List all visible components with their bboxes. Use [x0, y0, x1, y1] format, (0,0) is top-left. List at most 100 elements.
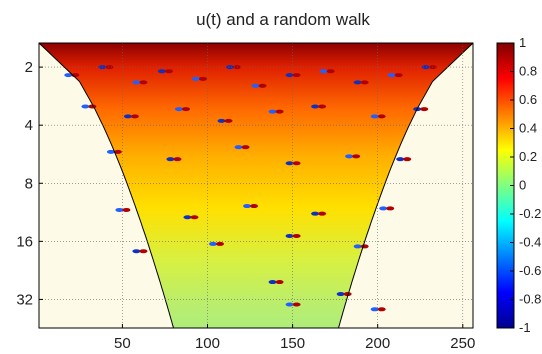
- x-tick-label: 50: [114, 335, 131, 352]
- coherence-spot: [379, 206, 388, 211]
- coherence-spot: [336, 292, 345, 297]
- coherence-spot: [343, 292, 352, 297]
- coherence-spot: [319, 69, 328, 74]
- coherence-spot: [311, 104, 320, 109]
- grid-lines: [39, 43, 473, 328]
- chart-title: u(t) and a random walk: [196, 10, 370, 29]
- y-tick-label: 16: [16, 233, 33, 250]
- coherence-spot: [105, 65, 114, 70]
- coherence-spot: [234, 145, 243, 150]
- coherence-spot: [173, 157, 182, 162]
- coherence-spot: [216, 241, 225, 246]
- coherence-spot: [139, 249, 148, 254]
- y-tick-label: 4: [25, 117, 33, 134]
- coherence-spot: [250, 204, 259, 209]
- coherence-spot: [157, 69, 166, 74]
- coherence-spot: [241, 145, 250, 150]
- coherence-spot: [174, 107, 183, 112]
- colorbar-ticks: 1 0.8 0.6 0.4 0.2 0 -0.2 -0.4 -0.6 -0.8 -1: [510, 35, 541, 335]
- coherence-spot: [370, 114, 379, 119]
- coherence-spot: [353, 244, 362, 249]
- x-tick-label: 150: [280, 335, 305, 352]
- coherence-spot: [122, 207, 131, 212]
- coherence-spot: [420, 107, 429, 112]
- coherence-spot: [81, 104, 90, 109]
- coherence-spot: [243, 204, 252, 209]
- plot-area: 50 100 150 200 250 2 4 8 16 32: [16, 42, 475, 352]
- coherence-spot: [285, 73, 294, 78]
- coherence-spot: [132, 80, 141, 85]
- coherence-spot: [130, 114, 139, 119]
- coherence-spot: [292, 161, 301, 166]
- colorbar-tick-label: -0.8: [519, 292, 541, 307]
- colorbar-tick-label: 0.4: [519, 121, 537, 136]
- y-tick-label: 8: [25, 175, 33, 192]
- colorbar-tick-label: 0.2: [519, 149, 537, 164]
- coherence-spot: [353, 80, 362, 85]
- coherence-spot: [226, 65, 235, 70]
- colorbar-tick-label: -0.6: [519, 263, 541, 278]
- coherence-spot: [370, 307, 379, 312]
- coherence-spot: [352, 154, 361, 159]
- coherence-spot: [181, 107, 190, 112]
- y-tick-label: 2: [25, 59, 33, 76]
- coherence-spot: [377, 307, 386, 312]
- coherence-spot: [311, 211, 320, 216]
- coherence-spot: [394, 73, 403, 78]
- coherence-spot: [292, 302, 301, 307]
- colorbar-tick-label: 0.8: [519, 64, 537, 79]
- coherence-spot: [106, 149, 115, 154]
- coherence-spot: [64, 73, 73, 78]
- x-tick-label: 200: [365, 335, 390, 352]
- coherence-spot: [285, 233, 294, 238]
- colorbar-tick-label: 1: [519, 35, 526, 50]
- colorbar: 1 0.8 0.6 0.4 0.2 0 -0.2 -0.4 -0.6 -0.8 -1: [496, 35, 541, 335]
- colorbar-tick-label: -0.4: [519, 235, 541, 250]
- coherence-spot: [292, 73, 301, 78]
- coherence-spot: [217, 118, 226, 123]
- coherence-spot: [403, 157, 412, 162]
- coherence-spot: [387, 73, 396, 78]
- cone-of-influence-line: [39, 43, 473, 328]
- coherence-spot: [166, 157, 175, 162]
- coherence-spot: [275, 280, 284, 285]
- coherence-spot: [139, 80, 148, 85]
- colorbar-tick-label: -1: [519, 320, 531, 335]
- x-tick-label: 250: [450, 335, 475, 352]
- coherence-spot: [285, 302, 294, 307]
- coherence-spot: [345, 154, 354, 159]
- coherence-spot: [268, 109, 277, 114]
- x-tick-label: 100: [195, 335, 220, 352]
- coherence-spot: [318, 211, 327, 216]
- coherence-spot: [115, 207, 124, 212]
- coherence-spot: [275, 109, 284, 114]
- coherence-spot: [326, 69, 335, 74]
- coherence-spot: [132, 249, 141, 254]
- coherence-spot: [386, 206, 395, 211]
- coherence-spot: [396, 157, 405, 162]
- colorbar-tick-label: 0: [519, 178, 526, 193]
- coherence-spot: [377, 114, 386, 119]
- coherence-spot: [113, 149, 122, 154]
- coherence-spot: [190, 215, 199, 220]
- coherence-spot: [183, 215, 192, 220]
- coherence-spot: [360, 244, 369, 249]
- coherence-spot: [191, 76, 200, 81]
- coherence-spot: [198, 76, 207, 81]
- x-axis: 50 100 150 200 250: [114, 324, 475, 352]
- cone-of-influence-fill: [39, 43, 473, 328]
- coherence-spot: [360, 80, 369, 85]
- coherence-spot: [164, 69, 173, 74]
- y-tick-label: 32: [16, 291, 33, 308]
- colorbar-tick-label: 0.6: [519, 92, 537, 107]
- colorbar-tick-label: -0.2: [519, 206, 541, 221]
- coherence-spot: [292, 233, 301, 238]
- coherence-spot: [285, 161, 294, 166]
- plot-frame: [38, 42, 474, 329]
- coherence-spot: [209, 241, 218, 246]
- coherence-spot: [123, 114, 132, 119]
- coherence-spot: [251, 83, 260, 88]
- y-axis: 2 4 8 16 32: [16, 59, 43, 308]
- coherence-spot: [258, 83, 267, 88]
